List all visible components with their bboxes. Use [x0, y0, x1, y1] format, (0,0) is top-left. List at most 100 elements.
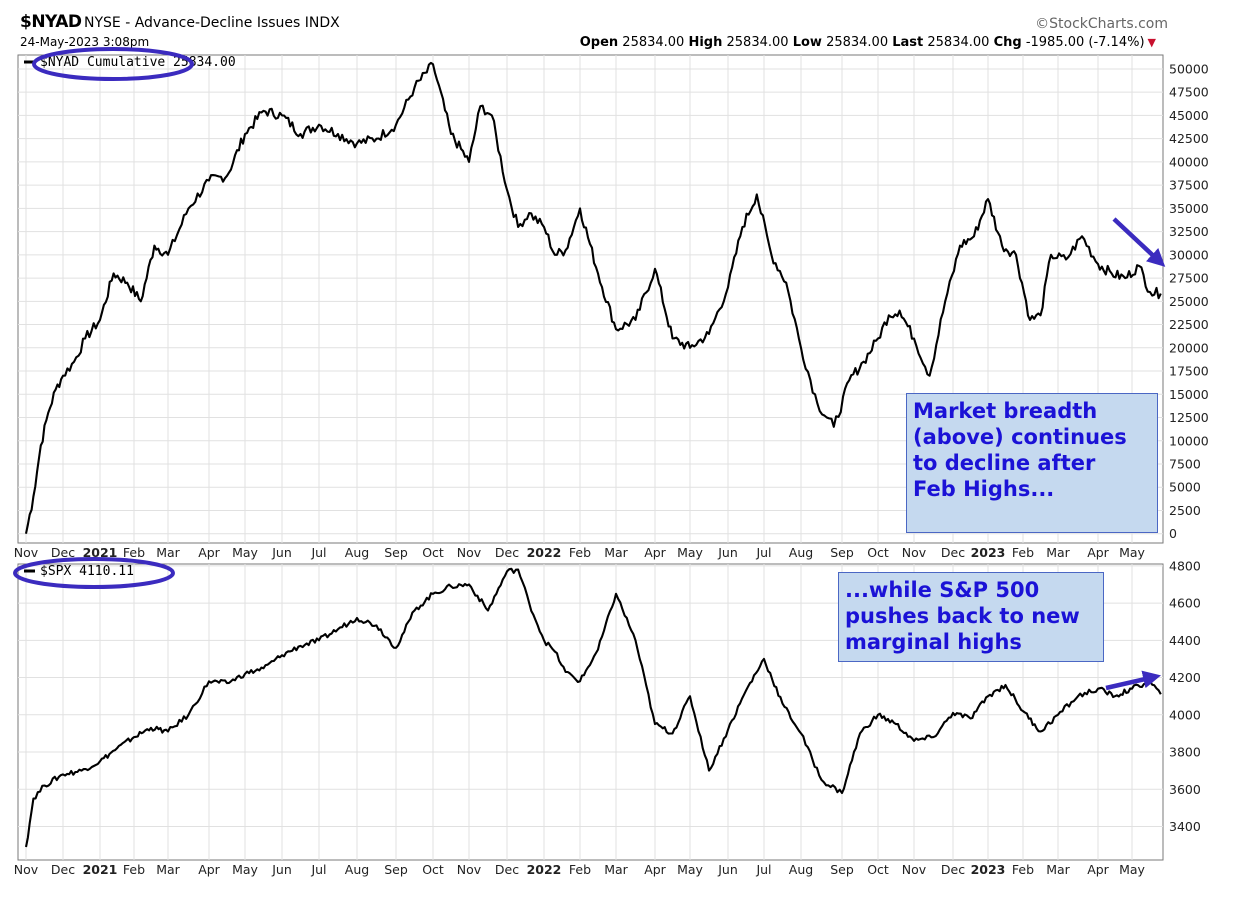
x-tick-label: Mar	[604, 862, 628, 877]
x-tick-label: Nov	[902, 862, 927, 877]
y-tick-label: 17500	[1169, 364, 1209, 379]
x-tick-label: Jul	[310, 862, 326, 877]
highlight-ellipse-spx	[13, 557, 175, 589]
y-tick-label: 7500	[1169, 456, 1201, 471]
x-tick-label: Oct	[422, 862, 444, 877]
x-tick-label: Dec	[941, 545, 965, 560]
y-tick-label: 3400	[1169, 819, 1201, 834]
open-label: Open	[579, 35, 619, 50]
x-tick-label: Aug	[789, 545, 813, 560]
x-tick-label: Mar	[156, 862, 180, 877]
x-tick-label: May	[232, 862, 258, 877]
y-tick-label: 35000	[1169, 201, 1209, 216]
y-tick-label: 4400	[1169, 633, 1201, 648]
x-tick-label: Nov	[457, 545, 482, 560]
x-tick-label: Aug	[345, 862, 369, 877]
x-tick-label: 2023	[971, 545, 1006, 560]
highlight-ellipse-nyad	[32, 47, 194, 81]
y-tick-label: 3600	[1169, 782, 1201, 797]
y-tick-label: 2500	[1169, 503, 1201, 518]
x-tick-label: May	[1119, 545, 1145, 560]
high-value: 25834.00	[726, 35, 789, 50]
x-tick-label: 2021	[83, 545, 118, 560]
legend-label: $NYAD Cumulative 25834.00	[40, 55, 236, 70]
low-value: 25834.00	[826, 35, 889, 50]
annotation-spx: ...while S&P 500 pushes back to new marg…	[838, 572, 1104, 662]
x-tick-label: Feb	[569, 545, 591, 560]
y-tick-label: 3800	[1169, 745, 1201, 760]
open-value: 25834.00	[622, 35, 685, 50]
x-tick-label: Dec	[51, 545, 75, 560]
x-tick-label: Apr	[1087, 862, 1109, 877]
x-tick-label: May	[677, 545, 703, 560]
x-tick-label: Nov	[902, 545, 927, 560]
x-tick-label: Mar	[1046, 862, 1070, 877]
x-tick-label: Oct	[867, 862, 889, 877]
x-tick-label: 2023	[971, 862, 1006, 877]
ohlc-readout: Open 25834.00 High 25834.00 Low 25834.00…	[580, 35, 1156, 50]
x-tick-label: 2022	[527, 545, 562, 560]
y-tick-label: 4800	[1169, 558, 1201, 573]
chg-value: -1985.00 (-7.14%)	[1025, 35, 1145, 50]
y-tick-label: 50000	[1169, 61, 1209, 76]
y-tick-label: 47500	[1169, 85, 1209, 100]
last-value: 25834.00	[927, 35, 990, 50]
y-tick-label: 22500	[1169, 317, 1209, 332]
x-tick-label: May	[677, 862, 703, 877]
x-tick-label: Feb	[569, 862, 591, 877]
x-tick-label: Sep	[830, 545, 854, 560]
x-tick-label: Sep	[384, 545, 408, 560]
y-tick-label: 40000	[1169, 154, 1209, 169]
x-tick-label: Jun	[271, 862, 292, 877]
x-tick-label: Feb	[123, 545, 145, 560]
series-line-nyad	[24, 61, 1162, 534]
x-tick-label: Feb	[1012, 545, 1034, 560]
symbol-title: $NYAD	[20, 12, 82, 32]
x-tick-label: Dec	[51, 862, 75, 877]
x-tick-label: Apr	[198, 862, 220, 877]
x-tick-label: 2021	[83, 862, 118, 877]
chart-panel-2: 3400 3600 3800 4000 4200 4400 4600 4800 Nov Dec 20…	[14, 558, 1201, 877]
y-tick-label: 32500	[1169, 224, 1209, 239]
x-tick-label: Apr	[1087, 545, 1109, 560]
x-tick-label: Jun	[271, 545, 292, 560]
x-tick-label: Oct	[867, 545, 889, 560]
timestamp: 24-May-2023 3:08pm	[20, 35, 150, 49]
y-tick-label: 4000	[1169, 707, 1201, 722]
x-tick-label: Feb	[1012, 862, 1034, 877]
y-tick-label: 15000	[1169, 387, 1209, 402]
x-tick-label: Jun	[717, 545, 738, 560]
x-tick-label: Sep	[830, 862, 854, 877]
brand-watermark: ©StockCharts.com	[1035, 16, 1168, 32]
annotation-breadth: Market breadth (above) continues to decl…	[906, 393, 1158, 533]
x-tick-label: Mar	[604, 545, 628, 560]
x-tick-label: Oct	[422, 545, 444, 560]
y-tick-label: 20000	[1169, 340, 1209, 355]
series-line-spx	[24, 567, 1162, 848]
x-tick-label: Aug	[345, 545, 369, 560]
x-tick-label: May	[1119, 862, 1145, 877]
x-tick-label: Dec	[941, 862, 965, 877]
x-tick-label: Nov	[14, 862, 39, 877]
x-tick-label: Apr	[644, 545, 666, 560]
x-tick-label: Jul	[755, 545, 771, 560]
x-tick-label: Mar	[156, 545, 180, 560]
up-arrow-icon	[1105, 670, 1162, 691]
x-tick-label: Jun	[717, 862, 738, 877]
x-tick-label: Apr	[198, 545, 220, 560]
y-tick-label: 4200	[1169, 670, 1201, 685]
x-tick-label: 2022	[527, 862, 562, 877]
y-tick-label: 0	[1169, 526, 1177, 541]
y-tick-label: 10000	[1169, 433, 1209, 448]
down-arrow-icon	[1112, 217, 1166, 267]
y-tick-label: 4600	[1169, 596, 1201, 611]
last-label: Last	[892, 35, 924, 50]
y-tick-label: 30000	[1169, 247, 1209, 262]
symbol-description: NYSE - Advance-Decline Issues INDX	[84, 15, 340, 31]
y-tick-label: 37500	[1169, 178, 1209, 193]
x-tick-label: Feb	[123, 862, 145, 877]
down-triangle-icon: ▼	[1147, 36, 1156, 49]
x-tick-label: Aug	[789, 862, 813, 877]
x-tick-label: Apr	[644, 862, 666, 877]
chg-label: Chg	[993, 35, 1022, 50]
